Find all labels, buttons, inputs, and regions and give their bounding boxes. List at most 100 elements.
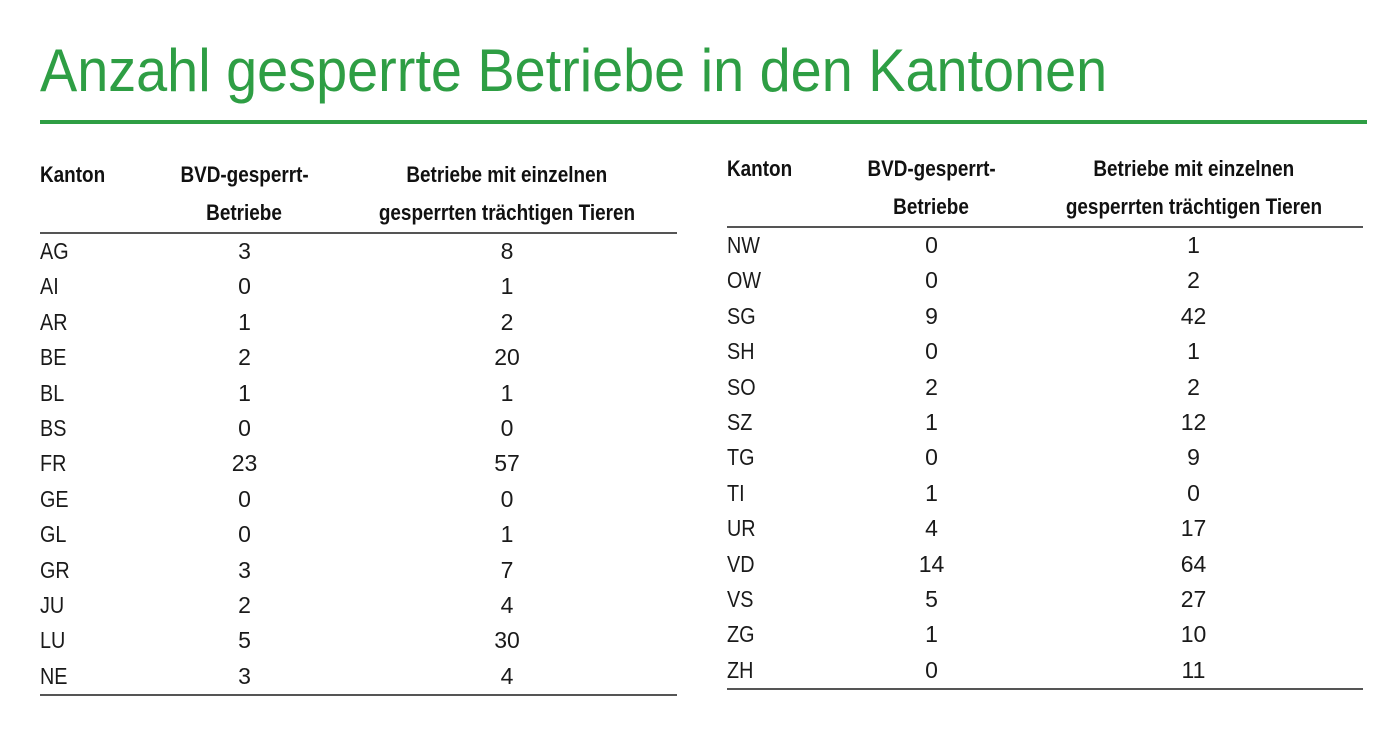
cell-kanton: NE bbox=[40, 662, 68, 689]
table-row: TI 1 0 bbox=[727, 476, 1363, 511]
cell-bvd: 2 bbox=[238, 344, 251, 371]
cell-kanton: BE bbox=[40, 344, 67, 371]
cantons-table-right: Kanton BVD-gesperrt- Betriebe Betriebe mi… bbox=[727, 150, 1363, 690]
cell-kanton: GL bbox=[40, 521, 67, 548]
table-row: SZ 1 12 bbox=[727, 405, 1363, 440]
cell-einzel: 12 bbox=[1180, 409, 1207, 436]
cell-kanton: NW bbox=[727, 232, 760, 258]
cell-einzel: 10 bbox=[1180, 621, 1207, 648]
cell-einzel: 4 bbox=[500, 662, 514, 689]
table-row: SH 0 1 bbox=[727, 334, 1363, 369]
header-bvd-gesperrt: BVD-gesperrt- Betriebe bbox=[180, 162, 309, 225]
cell-bvd: 4 bbox=[925, 515, 938, 542]
cell-kanton: GE bbox=[40, 485, 69, 512]
cell-einzel: 7 bbox=[500, 556, 514, 583]
cell-kanton: BS bbox=[40, 415, 67, 442]
cell-bvd: 1 bbox=[238, 379, 251, 406]
cell-einzel: 42 bbox=[1180, 302, 1207, 329]
cell-einzel: 2 bbox=[1187, 373, 1200, 400]
cell-kanton: VD bbox=[727, 550, 755, 577]
cell-einzel: 1 bbox=[500, 273, 514, 300]
cell-einzel: 0 bbox=[500, 415, 514, 442]
cell-kanton: LU bbox=[40, 627, 66, 654]
cell-einzel: 8 bbox=[500, 238, 514, 264]
cell-einzel: 1 bbox=[500, 379, 514, 406]
cell-kanton: AR bbox=[40, 308, 68, 335]
cell-einzel: 27 bbox=[1180, 586, 1207, 613]
cell-bvd: 0 bbox=[925, 267, 938, 294]
cell-bvd: 9 bbox=[925, 302, 938, 329]
cell-bvd: 5 bbox=[925, 586, 938, 613]
table-row: NW 0 1 bbox=[727, 227, 1363, 263]
cell-einzel: 9 bbox=[1187, 444, 1200, 471]
cell-bvd: 3 bbox=[238, 556, 251, 583]
cell-einzel: 4 bbox=[500, 592, 514, 619]
header-kanton: Kanton bbox=[40, 162, 106, 187]
table-row: ZH 0 11 bbox=[727, 653, 1363, 690]
cell-einzel: 64 bbox=[1180, 550, 1207, 577]
cell-kanton: JU bbox=[40, 592, 65, 619]
table-row: GL 0 1 bbox=[40, 517, 677, 552]
cell-einzel: 17 bbox=[1180, 515, 1207, 542]
cell-kanton: FR bbox=[40, 450, 67, 477]
cell-bvd: 2 bbox=[238, 592, 251, 619]
table-row: VS 5 27 bbox=[727, 582, 1363, 617]
cell-kanton: VS bbox=[727, 586, 754, 613]
cell-bvd: 5 bbox=[238, 627, 251, 654]
header-einzelne-tiere: Betriebe mit einzelnen gesperrten trächti… bbox=[1065, 156, 1322, 219]
table-header-row: Kanton BVD-gesperrt- Betriebe Betriebe mi… bbox=[40, 156, 677, 233]
title-divider bbox=[40, 120, 1367, 124]
cell-einzel: 0 bbox=[1187, 479, 1200, 506]
cell-kanton: GR bbox=[40, 556, 70, 583]
table-row: AG 3 8 bbox=[40, 233, 677, 269]
cell-einzel: 11 bbox=[1181, 656, 1206, 683]
table-header-row: Kanton BVD-gesperrt- Betriebe Betriebe mi… bbox=[727, 150, 1363, 227]
cell-bvd: 3 bbox=[238, 238, 251, 264]
cell-einzel: 57 bbox=[494, 450, 520, 477]
cell-bvd: 0 bbox=[925, 444, 938, 471]
cell-kanton: AG bbox=[40, 238, 69, 264]
cell-bvd: 1 bbox=[925, 621, 938, 648]
table-row: AI 0 1 bbox=[40, 269, 677, 304]
cantons-table-left: Kanton BVD-gesperrt- Betriebe Betriebe mi… bbox=[40, 156, 677, 696]
header-bvd-gesperrt: BVD-gesperrt- Betriebe bbox=[867, 156, 996, 219]
cell-kanton: TI bbox=[727, 479, 745, 506]
table-row: UR 4 17 bbox=[727, 511, 1363, 546]
table-row: FR 23 57 bbox=[40, 446, 677, 481]
table-row: AR 1 2 bbox=[40, 305, 677, 340]
cell-bvd: 0 bbox=[238, 415, 251, 442]
cell-bvd: 0 bbox=[925, 232, 938, 258]
cell-bvd: 1 bbox=[925, 409, 938, 436]
table-row: GR 3 7 bbox=[40, 553, 677, 588]
header-kanton: Kanton bbox=[727, 156, 793, 181]
cell-kanton: ZH bbox=[727, 656, 754, 683]
cell-kanton: OW bbox=[727, 267, 762, 294]
table-row: TG 0 9 bbox=[727, 440, 1363, 475]
cell-einzel: 20 bbox=[494, 344, 520, 371]
table-row: SO 2 2 bbox=[727, 370, 1363, 405]
cell-einzel: 1 bbox=[1187, 232, 1200, 258]
table-row: OW 0 2 bbox=[727, 263, 1363, 298]
cell-bvd: 0 bbox=[925, 338, 938, 365]
cell-kanton: AI bbox=[40, 273, 59, 300]
table-row: BE 2 20 bbox=[40, 340, 677, 375]
page-title: Anzahl gesperrte Betriebe in den Kantone… bbox=[40, 37, 1108, 104]
cell-kanton: UR bbox=[727, 515, 756, 542]
table-row: GE 0 0 bbox=[40, 482, 677, 517]
cell-kanton: SG bbox=[727, 302, 756, 329]
table-row: SG 9 42 bbox=[727, 299, 1363, 334]
table-row: JU 2 4 bbox=[40, 588, 677, 623]
cell-einzel: 1 bbox=[1187, 338, 1200, 365]
cell-bvd: 1 bbox=[238, 308, 251, 335]
table-row: BS 0 0 bbox=[40, 411, 677, 446]
cell-bvd: 0 bbox=[925, 656, 938, 683]
cell-bvd: 2 bbox=[925, 373, 938, 400]
header-einzelne-tiere: Betriebe mit einzelnen gesperrten trächti… bbox=[378, 162, 636, 225]
cell-bvd: 1 bbox=[925, 479, 938, 506]
table-row: ZG 1 10 bbox=[727, 617, 1363, 652]
cell-kanton: SO bbox=[727, 373, 756, 400]
cell-einzel: 1 bbox=[500, 521, 514, 548]
cell-bvd: 0 bbox=[238, 273, 251, 300]
table-row: BL 1 1 bbox=[40, 376, 677, 411]
table-row: VD 14 64 bbox=[727, 547, 1363, 582]
